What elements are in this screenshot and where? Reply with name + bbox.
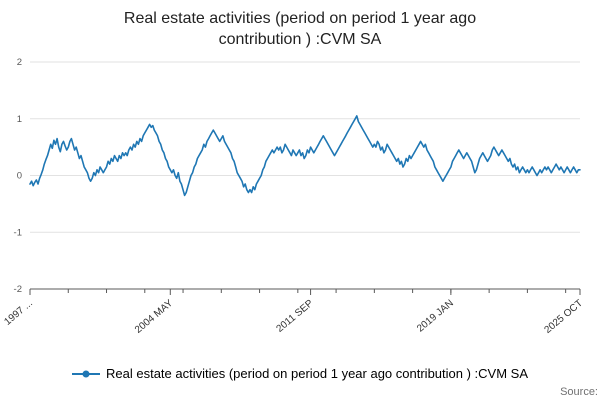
chart-title: Real estate activities (period on period… (123, 10, 477, 49)
series-line (29, 115, 581, 197)
legend-marker-dot (82, 370, 90, 377)
x-tick-label: 1997 ... (2, 298, 35, 328)
y-tick-label-1: 1 (17, 114, 22, 125)
legend[interactable]: Real estate activities (period on period… (0, 366, 600, 381)
x-tick-label: 2004 MAY (133, 298, 176, 336)
x-tick-label: 2011 SEP (275, 298, 316, 335)
source-label: Source: (560, 386, 598, 398)
line-plot-area: -2 -1 0 1 2 1997 ... 2004 MAY 2011 SEP 2019 JAN 2… (2, 57, 585, 336)
y-tick-label--2: -2 (14, 284, 22, 295)
x-tick-label: 2019 JAN (415, 298, 456, 335)
legend-line-marker (72, 370, 100, 377)
x-tick-label: 2025 OCT (543, 298, 585, 336)
legend-label: Real estate activities (period on period… (106, 366, 528, 381)
y-tick-label--1: -1 (14, 227, 22, 238)
y-tick-label-0: 0 (17, 171, 22, 182)
y-tick-label-2: 2 (17, 57, 22, 68)
